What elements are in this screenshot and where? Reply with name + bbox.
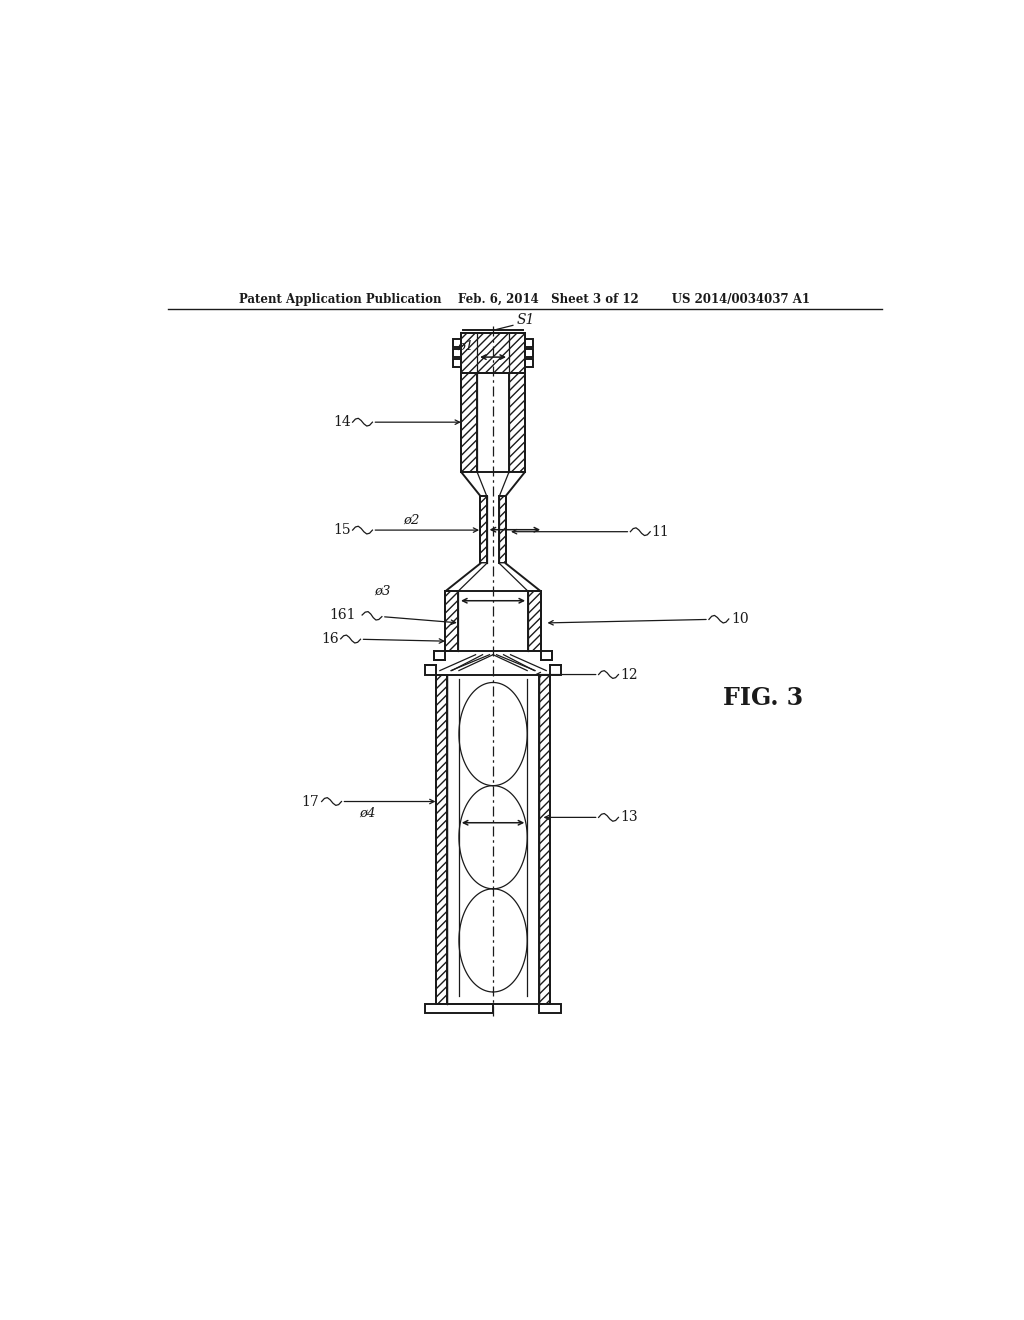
Bar — [500, 496, 506, 564]
Bar — [524, 359, 532, 367]
Bar — [524, 350, 532, 358]
Bar — [509, 374, 525, 473]
Text: 161: 161 — [329, 609, 355, 622]
Text: 14: 14 — [334, 416, 351, 429]
Text: 15: 15 — [334, 523, 351, 537]
Bar — [539, 1005, 561, 1014]
Bar — [454, 359, 461, 367]
Polygon shape — [462, 473, 486, 496]
Polygon shape — [445, 564, 486, 591]
Text: ø3: ø3 — [375, 585, 391, 598]
Bar — [462, 333, 525, 374]
Bar — [528, 591, 541, 651]
Text: Patent Application Publication    Feb. 6, 2014   Sheet 3 of 12        US 2014/00: Patent Application Publication Feb. 6, 2… — [240, 293, 810, 306]
Bar — [434, 651, 445, 660]
Text: ø2: ø2 — [402, 513, 419, 527]
Bar — [480, 496, 486, 564]
Text: 12: 12 — [620, 668, 638, 681]
Text: FIG. 3: FIG. 3 — [723, 686, 803, 710]
Text: 11: 11 — [652, 524, 670, 539]
Bar — [445, 591, 458, 651]
Text: 17: 17 — [302, 795, 319, 809]
Polygon shape — [500, 564, 541, 591]
Polygon shape — [500, 473, 524, 496]
Text: 13: 13 — [620, 810, 638, 825]
Bar — [550, 665, 561, 675]
Bar — [425, 1005, 494, 1014]
Text: ø1: ø1 — [457, 339, 473, 352]
Bar — [462, 374, 477, 473]
Bar — [436, 675, 447, 1005]
Bar — [425, 665, 436, 675]
Text: S1: S1 — [517, 313, 536, 327]
Bar — [539, 675, 550, 1005]
Text: 16: 16 — [322, 632, 339, 645]
Bar — [454, 339, 461, 347]
Bar — [541, 651, 552, 660]
Bar — [524, 339, 532, 347]
Text: ø4: ø4 — [359, 807, 376, 820]
Bar — [454, 350, 461, 358]
Text: 10: 10 — [731, 612, 749, 626]
